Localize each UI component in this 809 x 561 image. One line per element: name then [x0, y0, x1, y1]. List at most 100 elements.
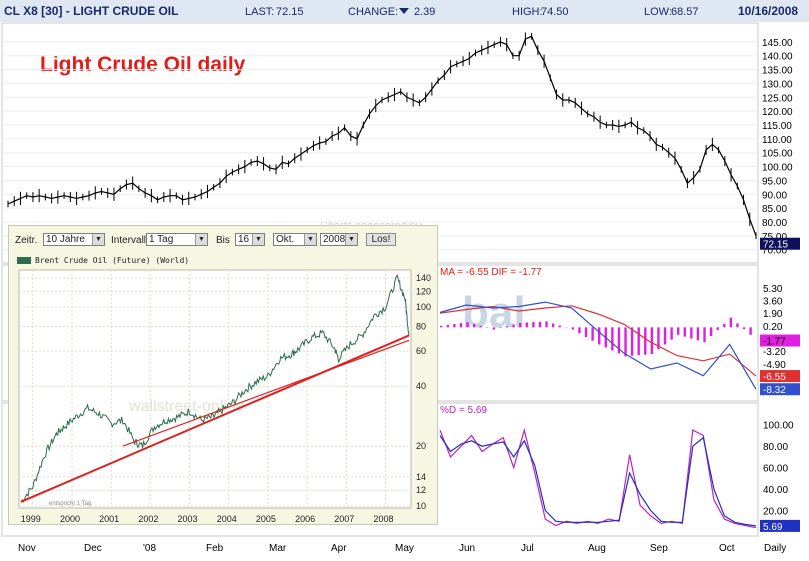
inset-x-tick-label: 1999: [21, 514, 41, 524]
macd-histogram-bar: [624, 327, 626, 356]
header-change-value: 2.39: [414, 6, 435, 18]
macd-y-tick-label: -8.32: [763, 385, 786, 396]
macd-histogram-bar: [611, 327, 613, 350]
header-symbol: CL X8 [30] - LIGHT CRUDE OIL: [4, 4, 178, 18]
inset-x-tick-label: 2006: [295, 514, 315, 524]
inset-x-tick-label: 2008: [373, 514, 393, 524]
macd-histogram-bar: [664, 327, 666, 344]
macd-y-tick-label: -4.90: [763, 360, 786, 371]
header-high-label: HIGH:: [512, 6, 543, 18]
inset-x-tick-label: 2005: [256, 514, 276, 524]
macd-histogram-bar: [493, 327, 495, 329]
main-chart-title: Light Crude Oil daily: [40, 53, 246, 76]
inset-x-tick-label: 2004: [217, 514, 237, 524]
header-low-label: LOW:: [644, 6, 672, 18]
macd-histogram-bar: [684, 327, 686, 336]
macd-histogram-bar: [736, 323, 738, 327]
macd-histogram-bar: [473, 324, 475, 327]
macd-histogram-bar: [638, 327, 640, 355]
macd-histogram-bar: [545, 321, 547, 327]
macd-histogram-bar: [743, 327, 745, 329]
inset-brent-chart: Zeitr. 10 Jahre ▼ Intervall 1 Tag ▼ Bis …: [8, 225, 438, 525]
macd-histogram-bar: [440, 326, 442, 327]
main-y-tick-label: 105.00: [762, 149, 793, 160]
macd-histogram-bar: [447, 325, 449, 327]
header-last-value: 72.15: [276, 6, 304, 18]
last-price-label: 72.15: [763, 240, 788, 251]
macd-histogram-bar: [480, 326, 482, 327]
main-y-tick-label: 115.00: [762, 121, 792, 132]
x-tick-label: Dec: [84, 543, 102, 554]
macd-y-axis: 5.30 3.601.90 0.20 -1.77-3.20 -4.90-6.55 -8.3…: [760, 284, 800, 396]
inset-y-tick-label: 20: [416, 441, 426, 451]
macd-histogram-bar: [499, 327, 501, 328]
macd-y-tick-label: 3.60: [763, 297, 783, 308]
x-tick-label: Jul: [521, 543, 534, 554]
macd-histogram-bar: [644, 327, 646, 354]
macd-histogram-bar: [526, 323, 528, 328]
macd-histogram-bar: [710, 327, 712, 336]
macd-histogram-bar: [697, 327, 699, 340]
main-y-tick-label: 90.00: [762, 190, 787, 201]
macd-histogram-bar: [552, 323, 554, 327]
main-y-tick-label: 110.00: [762, 135, 792, 146]
macd-histogram-bar: [466, 322, 468, 327]
main-y-tick-label: 120.00: [762, 107, 793, 118]
stoch-y-tick-label: 40.00: [763, 485, 788, 496]
macd-histogram-bar: [598, 327, 600, 344]
macd-histogram-bar: [460, 323, 462, 327]
inset-x-tick-label: 2001: [99, 514, 119, 524]
header-last-label: LAST:: [245, 6, 274, 18]
macd-histogram-bar: [453, 324, 455, 327]
main-y-axis: 145.00140.00135.00130.00125.00120.00115.…: [760, 38, 800, 257]
macd-histogram-bar: [670, 327, 672, 339]
macd-histogram-bar: [749, 327, 751, 334]
macd-histogram-bar: [512, 325, 514, 328]
main-y-tick-label: 85.00: [762, 204, 787, 215]
inset-x-tick-label: 2003: [178, 514, 198, 524]
watermark-bal: bal: [462, 288, 526, 337]
inset-y-tick-label: 60: [416, 346, 426, 356]
header-low-value: 68.57: [671, 6, 699, 18]
macd-histogram-bar: [723, 324, 725, 328]
x-tick-label: Aug: [588, 543, 606, 554]
stochastic-title: %D = 5.69: [440, 405, 487, 416]
inset-x-tick-label: 2002: [138, 514, 158, 524]
main-y-tick-label: 100.00: [762, 163, 793, 174]
stoch-y-tick-label: 60.00: [763, 464, 788, 475]
macd-y-tick-label: 0.20: [763, 322, 783, 333]
macd-histogram-bar: [506, 326, 508, 327]
inset-y-tick-label: 40: [416, 381, 426, 391]
macd-y-tick-label: -3.20: [763, 347, 786, 358]
main-y-tick-label: 80.00: [762, 218, 787, 229]
x-tick-label: Jun: [459, 543, 475, 554]
main-y-tick-label: 135.00: [762, 66, 793, 77]
x-tick-label: Mar: [269, 543, 287, 554]
inset-y-tick-label: 100: [416, 302, 431, 312]
x-tick-label: Oct: [719, 543, 735, 554]
x-tick-label: Nov: [18, 543, 36, 554]
x-tick-label: '08: [143, 543, 156, 554]
inset-plot-area: [19, 270, 411, 508]
macd-y-tick-label: 1.90: [763, 309, 783, 320]
macd-histogram-bar: [519, 323, 521, 327]
header-date: 10/16/2008: [738, 4, 798, 18]
macd-y-tick-label: -1.77: [763, 337, 786, 348]
header-change-label: CHANGE:: [348, 6, 398, 18]
x-tick-label: Daily: [764, 543, 786, 554]
stoch-y-tick-label: 100.00: [763, 421, 794, 432]
header-high-value: 74.50: [541, 6, 569, 18]
macd-histogram-bar: [578, 327, 580, 333]
macd-histogram-bar: [591, 327, 593, 340]
macd-histogram-bar: [631, 327, 633, 355]
inset-x-tick-label: 2007: [334, 514, 354, 524]
inset-svg: wallstreet-online 1401201008060402014121…: [9, 226, 437, 524]
main-y-tick-label: 125.00: [762, 93, 793, 104]
macd-y-tick-label: -6.55: [763, 372, 786, 383]
macd-histogram-bar: [677, 327, 679, 334]
main-y-tick-label: 130.00: [762, 79, 793, 90]
macd-y-tick-label: 5.30: [763, 284, 783, 295]
macd-histogram-bar: [539, 322, 541, 328]
